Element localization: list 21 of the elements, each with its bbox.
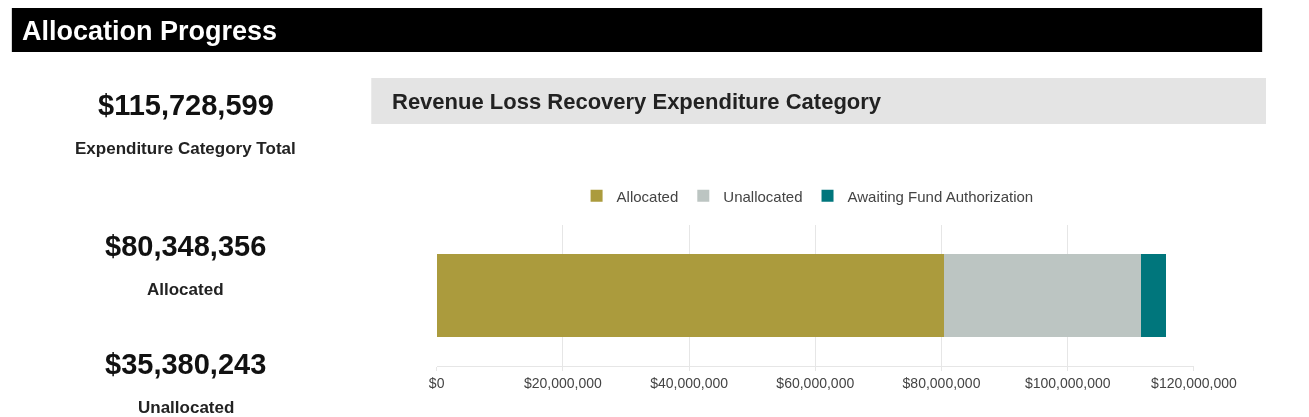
text: $35,380,243 <box>105 348 267 380</box>
text: Unallocated <box>138 398 235 417</box>
legend-label: Unallocated <box>723 187 803 205</box>
bar <box>1141 254 1167 337</box>
x-tick-label: $40,000,000 <box>650 374 729 391</box>
text: Expenditure Category Total <box>75 139 296 158</box>
legend-label: Awaiting Fund Authorization <box>847 187 1034 205</box>
text: $80,348,356 <box>105 230 267 262</box>
x-tick-label: $0 <box>428 374 445 391</box>
x-tick-label: $20,000,000 <box>523 374 602 391</box>
bar <box>943 254 1142 337</box>
text: Allocated <box>147 280 224 299</box>
legend-label: Allocated <box>616 187 679 205</box>
x-tick-label: $80,000,000 <box>902 374 981 391</box>
bar <box>436 254 944 337</box>
chart-subtitle: Revenue Loss Recovery Expenditure Category <box>392 89 882 114</box>
text: $115,728,599 <box>98 89 274 121</box>
text: Allocation Progress <box>22 16 278 47</box>
x-tick-label: $60,000,000 <box>776 374 855 391</box>
x-tick-label: $100,000,000 <box>1024 374 1111 391</box>
x-tick-label: $120,000,000 <box>1151 374 1237 391</box>
